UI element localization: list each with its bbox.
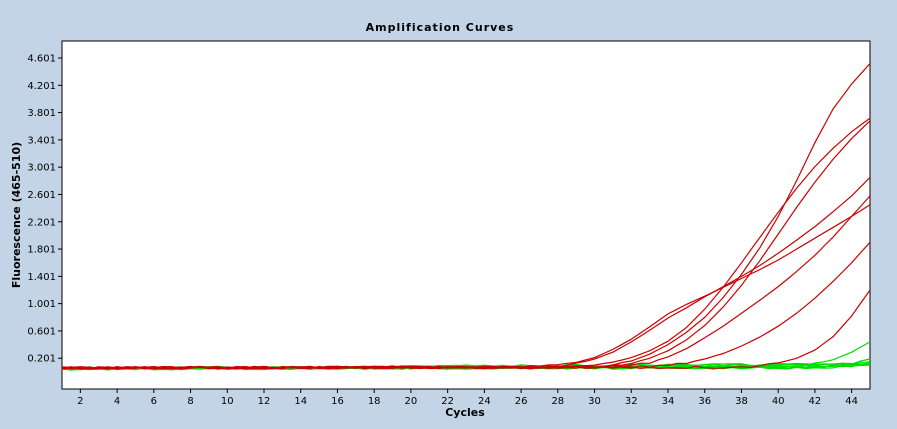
x-tick-label: 14 (294, 396, 307, 407)
chart-title: Amplification Curves (366, 21, 515, 34)
x-tick-label: 4 (114, 396, 120, 407)
y-tick-label: 1.401 (27, 272, 56, 283)
y-tick-label: 0.601 (27, 326, 56, 337)
x-tick-label: 10 (221, 396, 234, 407)
x-tick-label: 6 (151, 396, 157, 407)
x-tick-label: 30 (588, 396, 601, 407)
x-tick-label: 34 (662, 396, 675, 407)
x-axis-label: Cycles (445, 406, 485, 419)
y-tick-label: 3.401 (27, 135, 56, 146)
y-tick-label: 4.201 (27, 81, 56, 92)
x-tick-label: 12 (258, 396, 271, 407)
y-tick-label: 3.001 (27, 163, 56, 174)
x-tick-label: 2 (77, 396, 83, 407)
y-tick-label: 0.201 (27, 354, 56, 365)
series-group (61, 63, 871, 371)
y-tick-label: 2.601 (27, 190, 56, 201)
x-tick-label: 26 (515, 396, 528, 407)
x-tick-label: 8 (187, 396, 193, 407)
y-tick-label: 4.601 (27, 53, 56, 64)
x-tick-label: 18 (368, 396, 381, 407)
x-tick-label: 16 (331, 396, 344, 407)
x-tick-label: 20 (405, 396, 418, 407)
series-line (61, 289, 871, 370)
x-tick-label: 36 (698, 396, 711, 407)
y-tick-label: 1.001 (27, 299, 56, 310)
x-tick-label: 32 (625, 396, 638, 407)
x-tick-label: 24 (478, 396, 491, 407)
x-tick-label: 40 (772, 396, 785, 407)
y-axis-label: Fluorescence (465-510) (10, 142, 23, 288)
y-tick-labels: 0.201 0.601 1.001 1.401 1.801 2.201 2.601 3.001… (27, 53, 56, 364)
y-tick-label: 3.801 (27, 108, 56, 119)
x-tick-label: 42 (809, 396, 822, 407)
plot-area (61, 40, 871, 390)
x-tick-label: 28 (551, 396, 564, 407)
y-tick-label: 1.801 (27, 245, 56, 256)
axis-ticks (58, 57, 853, 393)
y-tick-label: 2.201 (27, 217, 56, 228)
x-tick-label: 38 (735, 396, 748, 407)
x-tick-label: 22 (441, 396, 454, 407)
x-tick-labels: 2 4 6 8 10 12 14 16 18 20 22 24 26 28 30 32 34 36 38 40 42 44 (77, 396, 858, 407)
x-tick-label: 44 (845, 396, 858, 407)
